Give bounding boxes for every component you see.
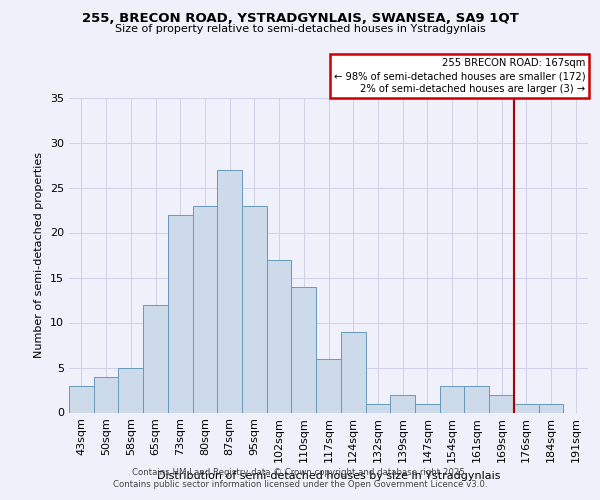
Bar — [539, 404, 563, 412]
Bar — [489, 394, 514, 412]
Bar — [390, 394, 415, 412]
Bar — [464, 386, 489, 412]
Bar — [365, 404, 390, 412]
Bar — [341, 332, 365, 412]
Bar — [242, 206, 267, 412]
Bar — [267, 260, 292, 412]
Bar — [415, 404, 440, 412]
Text: Size of property relative to semi-detached houses in Ystradgynlais: Size of property relative to semi-detach… — [115, 24, 485, 34]
Text: 255, BRECON ROAD, YSTRADGYNLAIS, SWANSEA, SA9 1QT: 255, BRECON ROAD, YSTRADGYNLAIS, SWANSEA… — [82, 12, 518, 26]
Text: Contains HM Land Registry data © Crown copyright and database right 2025.
Contai: Contains HM Land Registry data © Crown c… — [113, 468, 487, 489]
Bar — [316, 358, 341, 412]
Bar — [217, 170, 242, 412]
Bar — [118, 368, 143, 412]
Bar — [514, 404, 539, 412]
X-axis label: Distribution of semi-detached houses by size in Ystradgynlais: Distribution of semi-detached houses by … — [157, 470, 500, 480]
Bar — [143, 304, 168, 412]
Bar — [168, 214, 193, 412]
Bar — [69, 386, 94, 412]
Bar — [440, 386, 464, 412]
Bar — [94, 376, 118, 412]
Bar — [292, 286, 316, 412]
Y-axis label: Number of semi-detached properties: Number of semi-detached properties — [34, 152, 44, 358]
Text: 255 BRECON ROAD: 167sqm
← 98% of semi-detached houses are smaller (172)
2% of se: 255 BRECON ROAD: 167sqm ← 98% of semi-de… — [334, 58, 586, 94]
Bar — [193, 206, 217, 412]
